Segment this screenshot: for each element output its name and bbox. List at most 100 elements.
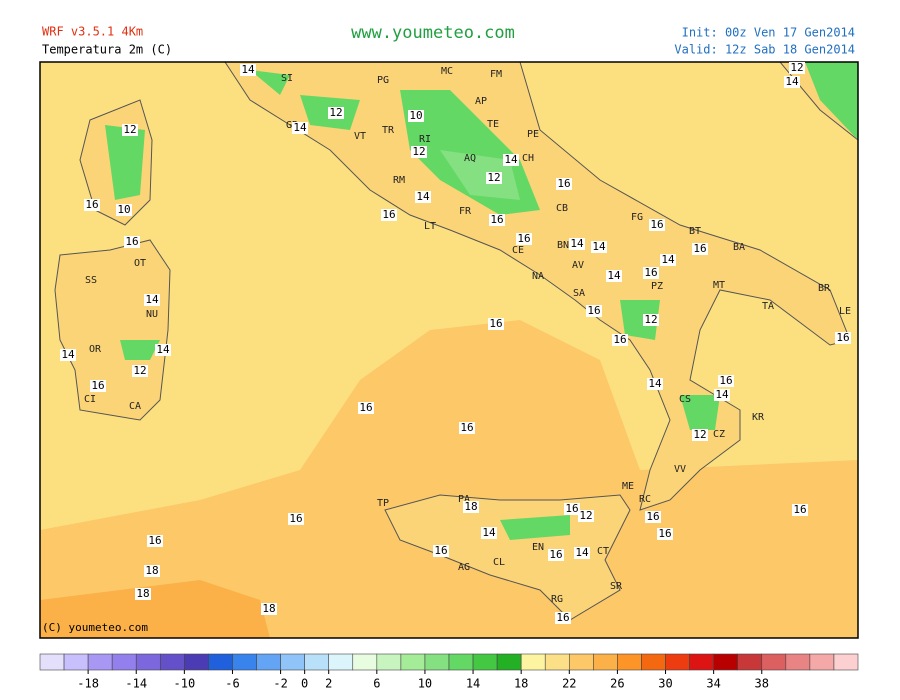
contour-label: 16 [836,331,849,344]
colorbar-swatch [400,653,426,671]
contour-label: 16 [719,374,732,387]
contour-label-box [288,513,304,525]
province-code: NA [532,271,544,282]
map-frame [39,61,859,639]
contour-label-box [135,588,151,600]
province-code: CS [679,394,691,405]
province-code: TA [762,301,774,312]
contour-label: 16 [125,235,138,248]
province-code: VT [354,131,366,142]
colorbar-swatch [87,653,113,671]
contour-label: 14 [715,388,729,401]
contour-label-box [459,422,475,434]
contour-label-box [261,603,277,615]
contour-label-box [792,504,808,516]
contour-label-box [556,178,572,190]
contour-label-box [516,233,532,245]
colorbar-swatch [665,653,690,671]
contour-label-box [84,199,100,211]
colorbar-swatch [184,653,209,671]
contour-label-box [147,535,163,547]
contour-label-box [586,305,602,317]
model-label: WRF v3.5.1 4Km [42,25,143,39]
colorbar-swatch [785,653,811,671]
contour-label-box [548,549,564,561]
colorbar-tick-label: -6 [225,677,239,691]
contour-label-box [132,365,148,377]
colorbar-swatch [833,653,859,671]
province-code: TR [382,125,395,136]
sea-south [40,320,858,638]
province-code: TE [487,119,499,130]
contour-label-box [463,501,479,513]
contour-label: 12 [790,61,803,74]
contour-label: 16 [382,208,395,221]
colorbar-swatch [208,653,233,671]
init-label: Init: 00z Ven 17 Gen2014 [682,26,855,40]
province-code: CA [129,401,141,412]
colorbar-tick-label: -14 [125,677,147,691]
contour-label-box [718,375,734,387]
contour-label: 14 [482,526,496,539]
contour-label-box [591,241,607,253]
contour-label-box [835,332,851,344]
colorbar-swatch [256,653,281,671]
contour-label: 16 [434,544,447,557]
contour-label: 14 [648,377,662,390]
province-code: RC [639,494,651,505]
province-code: AG [458,562,470,573]
contour-label: 16 [517,232,530,245]
contour-label: 14 [575,546,589,559]
province-code: CZ [713,429,725,440]
province-code: PA [458,494,470,505]
colorbar-swatch [352,653,378,671]
province-code: BN [557,240,569,251]
contour-label-box [60,349,76,361]
province-code: OT [134,258,146,269]
contour-label: 10 [117,203,130,216]
contour-label-box [433,545,449,557]
contour-label-box [292,122,308,134]
map: (C) youmeteo.com [39,61,859,639]
province-code: CI [84,394,96,405]
contour-label-box [124,236,140,248]
province-code: MT [713,280,725,291]
contour-label: 12 [693,428,706,441]
contour-label-box [612,334,628,346]
contour-label: 16 [490,213,503,226]
colorbar-swatch [520,653,546,671]
colorbar-tick-label: 6 [373,677,380,691]
colorbar-swatch [544,653,570,671]
contour-label: 14 [570,237,584,250]
contour-label: 12 [579,509,592,522]
contour-label: 16 [85,198,98,211]
contour-label-box [486,172,502,184]
contour-label-box [692,429,708,441]
contour-label: 16 [91,379,104,392]
contour-label-box [660,254,676,266]
contour-label: 12 [644,313,657,326]
contour-label: 14 [607,269,621,282]
contour-label-box [714,389,730,401]
province-code: SS [85,275,97,286]
contour-label-box [789,62,805,74]
contour-label: 18 [136,587,149,600]
province-code: CL [493,557,505,568]
contour-label: 16 [658,527,671,540]
province-code: VV [674,464,686,475]
province-code: PE [527,129,539,140]
province-code: LT [424,221,436,232]
province-code: EN [532,542,544,553]
province-code: KR [752,412,765,423]
contour-label-box [240,64,256,76]
colorbar-swatch [809,653,835,671]
province-code: TP [377,498,389,509]
contour-label-box [606,270,622,282]
province-code: LE [839,306,851,317]
contour-label: 14 [145,293,159,306]
province-code: FG [631,212,643,223]
contour-label-box [328,107,344,119]
copyright: (C) youmeteo.com [42,621,148,634]
contour-label-box [155,344,171,356]
